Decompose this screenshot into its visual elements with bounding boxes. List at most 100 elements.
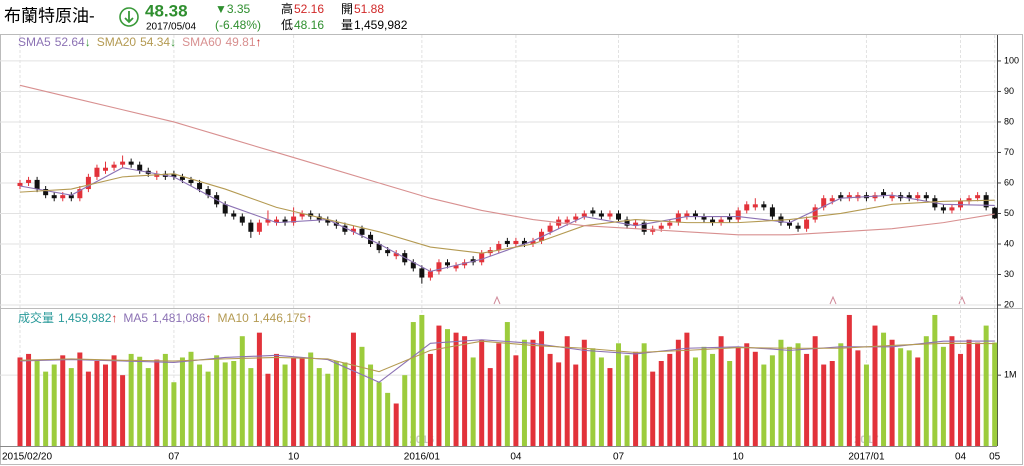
candle-body xyxy=(992,207,998,219)
volume-bar xyxy=(111,355,117,446)
volume-bar xyxy=(496,343,502,446)
legend-arrow: ↑ xyxy=(306,311,312,325)
volume-bar xyxy=(265,373,271,446)
candle-body xyxy=(350,228,356,232)
candle-body xyxy=(975,195,981,199)
x-tick-label: 07 xyxy=(168,452,180,463)
volume-bar xyxy=(376,382,382,446)
volume-bar xyxy=(633,351,639,446)
candle-body xyxy=(111,164,117,168)
candle-body xyxy=(103,167,108,171)
volume-bar xyxy=(881,332,887,446)
y-tick-label: 50 xyxy=(1004,208,1014,218)
volume-bar xyxy=(453,332,459,446)
ma-legend: SMA5 52.64↓ SMA20 54.34↓ SMA60 49.81↑ xyxy=(18,35,262,49)
volume-bar xyxy=(573,364,579,446)
volume-bar xyxy=(51,364,57,446)
candle-body xyxy=(744,204,750,211)
candle-body xyxy=(710,219,716,223)
candle-body xyxy=(684,213,690,217)
volume-bar xyxy=(188,351,194,446)
candle-body xyxy=(804,219,810,229)
volume-bar xyxy=(120,375,126,446)
x-tick-label: 04 xyxy=(510,452,522,463)
volume-bar xyxy=(898,348,904,446)
candle-body xyxy=(667,222,673,226)
volume-bar xyxy=(915,357,921,446)
volume-bar xyxy=(966,339,972,446)
candle-body xyxy=(325,219,331,223)
x-tick-label: 2015/02/20 xyxy=(2,452,52,463)
y-tick-label: 90 xyxy=(1004,86,1014,96)
candle-body xyxy=(949,207,955,211)
candle-body xyxy=(521,240,527,244)
volume-bar xyxy=(889,339,895,446)
volume-bar xyxy=(248,368,254,446)
y-tick-label: 20 xyxy=(1004,299,1014,309)
volume-bar xyxy=(171,382,177,446)
volume-bar xyxy=(795,343,801,446)
volume-bar xyxy=(761,364,767,446)
candle-body xyxy=(17,182,23,187)
x-tick-label: 10 xyxy=(733,452,745,463)
candle-body xyxy=(658,225,664,229)
volume-ma-line xyxy=(19,340,995,373)
volume-bar xyxy=(179,357,185,446)
candle-body xyxy=(616,213,621,220)
candle-body xyxy=(692,213,698,217)
candle-body xyxy=(77,189,83,199)
x-tick-label: 2017/01 xyxy=(848,452,885,463)
volume-bar xyxy=(154,359,160,446)
volume-bar xyxy=(256,332,262,446)
legend-name: SMA5 xyxy=(18,35,51,49)
volume-bar xyxy=(710,353,716,446)
volume-bar xyxy=(385,392,391,446)
candle-body xyxy=(427,271,433,278)
candle-body xyxy=(701,216,707,220)
volume-bar xyxy=(299,357,305,446)
x-tick-label: 04 xyxy=(955,452,967,463)
volume-bar xyxy=(992,342,998,446)
volume-bar xyxy=(804,353,810,446)
volume-bar xyxy=(821,364,827,446)
candle-body xyxy=(342,225,348,232)
candle-body xyxy=(889,195,895,199)
volume-bar xyxy=(787,346,792,446)
candle-body xyxy=(445,262,450,266)
candle-body xyxy=(846,195,852,199)
legend-value: 1,446,175 xyxy=(253,311,307,325)
candle-body xyxy=(598,213,604,217)
volume-bar xyxy=(231,361,237,446)
x-tick-label: 07 xyxy=(613,452,625,463)
volume-bar xyxy=(812,336,818,446)
candle-body xyxy=(795,225,801,229)
candle-body xyxy=(359,228,365,235)
volume-bar xyxy=(932,314,938,446)
volume-bar xyxy=(513,355,519,446)
volume-bar xyxy=(658,361,664,446)
volume-bar xyxy=(744,343,750,446)
date: 2017/05/04 xyxy=(146,22,196,33)
candle-body xyxy=(727,216,733,220)
volume-bar xyxy=(667,353,673,446)
volume-bar xyxy=(778,339,784,446)
ma-line xyxy=(19,84,995,236)
candle-body xyxy=(68,195,74,199)
volume-bar xyxy=(162,353,168,446)
legend-name: 成交量 xyxy=(18,310,54,325)
volume-bar xyxy=(616,343,621,446)
candle-body xyxy=(812,207,818,220)
legend-arrow: ↑ xyxy=(111,311,117,325)
volume-bar xyxy=(68,368,74,446)
legend-value: 52.64 xyxy=(55,35,85,49)
candle-body xyxy=(85,176,91,190)
volume-ma-line xyxy=(19,339,995,383)
volume-bar xyxy=(940,346,946,446)
volume-bar xyxy=(684,332,690,446)
volume-bar xyxy=(504,322,510,446)
candle-body xyxy=(581,213,587,217)
candle-body xyxy=(34,179,40,190)
volume-bar xyxy=(43,371,49,446)
x-tick-label: 2016/01 xyxy=(404,452,441,463)
